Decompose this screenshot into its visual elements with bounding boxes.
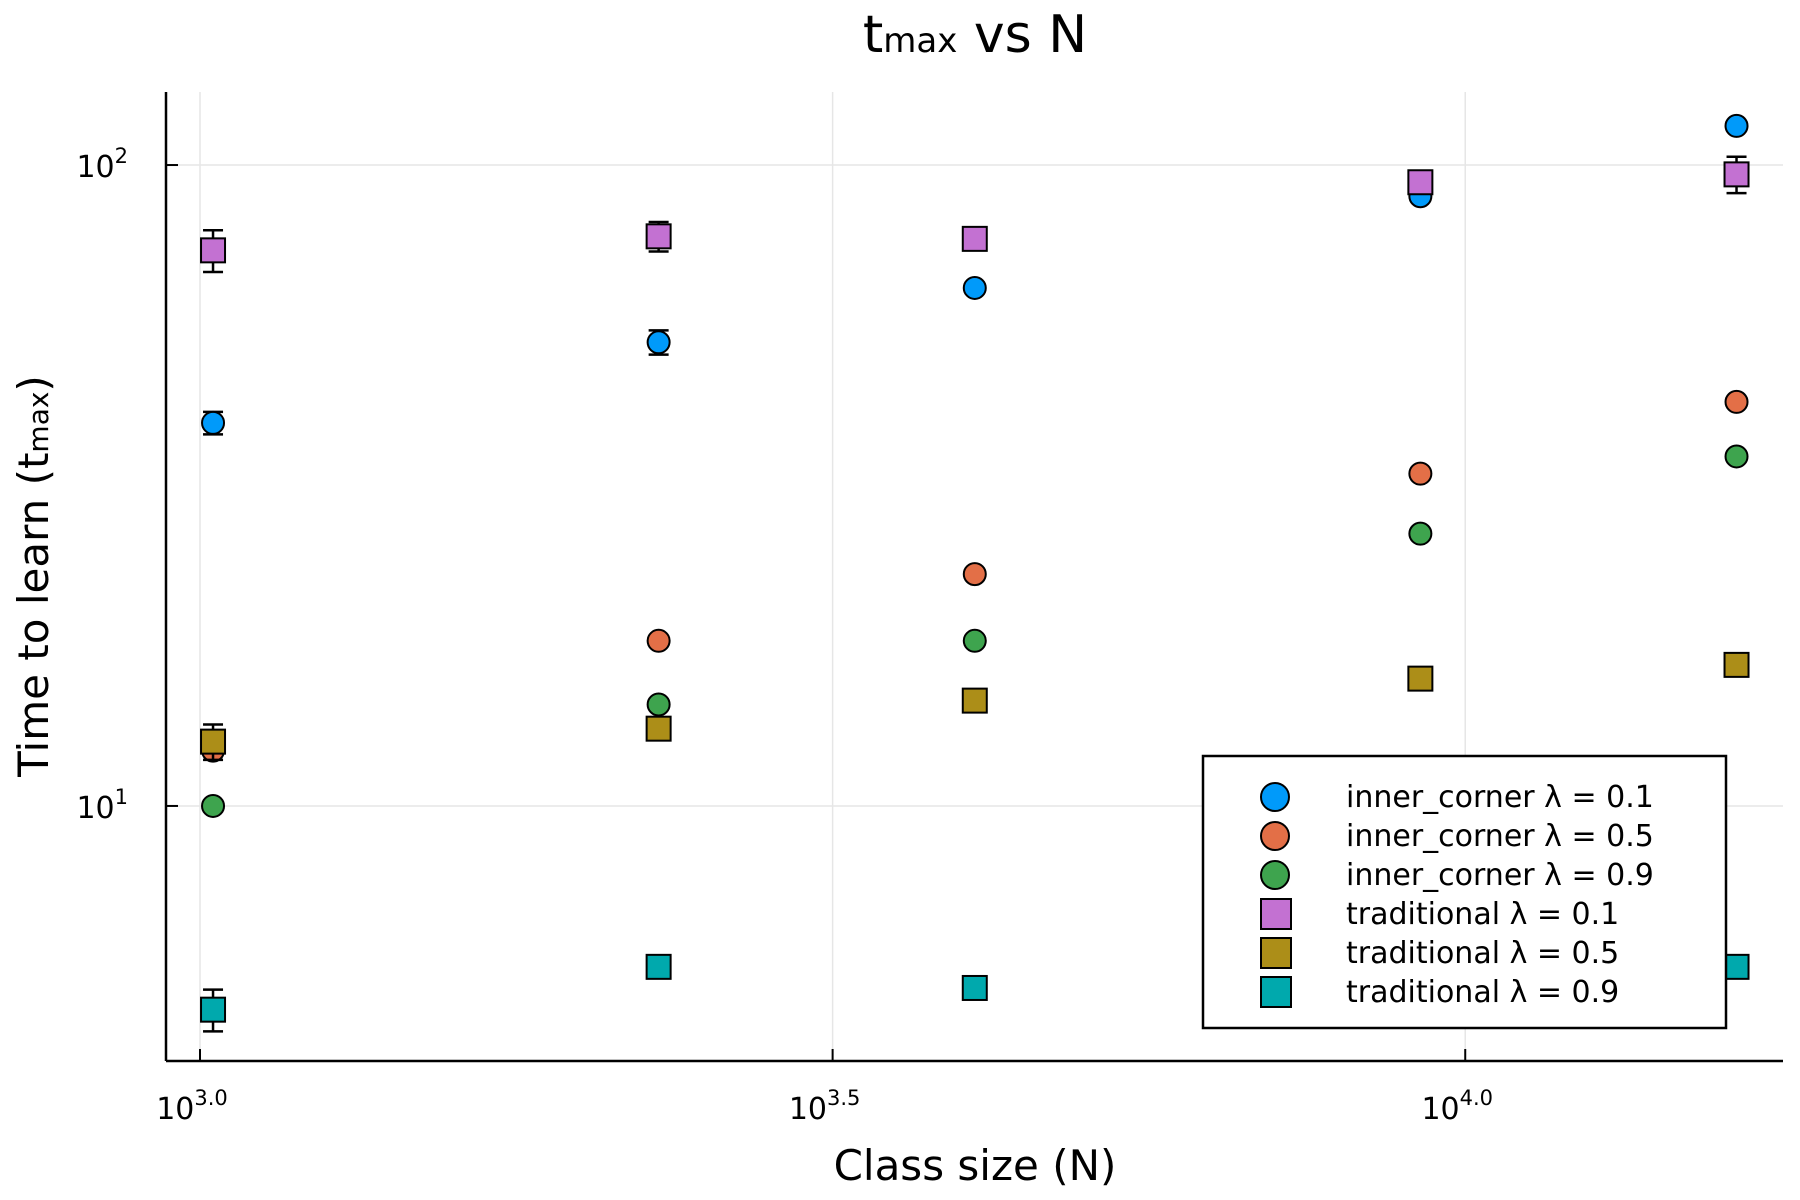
legend-label: traditional λ = 0.1: [1346, 897, 1619, 932]
data-point: [961, 225, 988, 252]
legend-marker: [1260, 937, 1292, 969]
data-point: [1407, 169, 1434, 196]
data-point: [1724, 389, 1749, 414]
data-point: [646, 692, 671, 717]
legend-marker: [1260, 898, 1292, 930]
data-point: [1724, 444, 1749, 469]
x-tick-label: 103.0: [156, 1086, 228, 1127]
x-tick-base: 10: [789, 1092, 827, 1127]
y-tick-exponent: 1: [115, 785, 128, 809]
y-tick-exponent: 2: [115, 144, 128, 168]
data-point: [1408, 461, 1433, 486]
data-point: [200, 237, 227, 264]
legend-label: inner_corner λ = 0.5: [1346, 819, 1654, 854]
x-tick-base: 10: [156, 1092, 194, 1127]
legend-marker: [1260, 860, 1290, 890]
x-tick-exponent: 3.5: [827, 1086, 860, 1110]
data-point: [1407, 665, 1434, 692]
data-point: [200, 728, 227, 755]
legend-label: traditional λ = 0.5: [1346, 936, 1619, 971]
x-tick-exponent: 3.0: [194, 1086, 227, 1110]
x-axis-label: Class size (N): [834, 1141, 1117, 1190]
data-point: [962, 628, 987, 653]
x-tick-label: 103.5: [789, 1086, 861, 1127]
legend-marker: [1260, 976, 1292, 1008]
data-point: [1723, 953, 1750, 980]
data-point: [1724, 113, 1749, 138]
data-point: [961, 687, 988, 714]
y-axis-label: Time to learn (tmax): [9, 375, 58, 778]
data-point: [961, 974, 988, 1001]
data-point: [200, 996, 227, 1023]
legend-marker: [1260, 782, 1290, 812]
legend-label: traditional λ = 0.9: [1346, 975, 1619, 1010]
data-point: [962, 275, 987, 300]
data-point: [962, 562, 987, 587]
x-tick-base: 10: [1421, 1092, 1459, 1127]
data-point: [645, 223, 672, 250]
legend-label: inner_corner λ = 0.9: [1346, 858, 1654, 893]
x-tick-exponent: 4.0: [1460, 1086, 1493, 1110]
data-point: [1723, 161, 1750, 188]
x-tick-label: 104.0: [1421, 1086, 1493, 1127]
data-point: [201, 410, 226, 435]
y-tick-label: 101: [76, 785, 128, 826]
data-point: [645, 715, 672, 742]
chart-title: tmax vs N: [863, 5, 1087, 65]
data-point: [1408, 521, 1433, 546]
y-tick-base: 10: [76, 791, 114, 826]
data-point: [201, 793, 226, 818]
legend-label: inner_corner λ = 0.1: [1346, 780, 1654, 815]
y-tick-label: 102: [76, 144, 128, 185]
y-tick-base: 10: [76, 150, 114, 185]
data-point: [1723, 651, 1750, 678]
data-point: [646, 628, 671, 653]
data-point: [645, 953, 672, 980]
legend-marker: [1260, 821, 1290, 851]
data-point: [646, 330, 671, 355]
